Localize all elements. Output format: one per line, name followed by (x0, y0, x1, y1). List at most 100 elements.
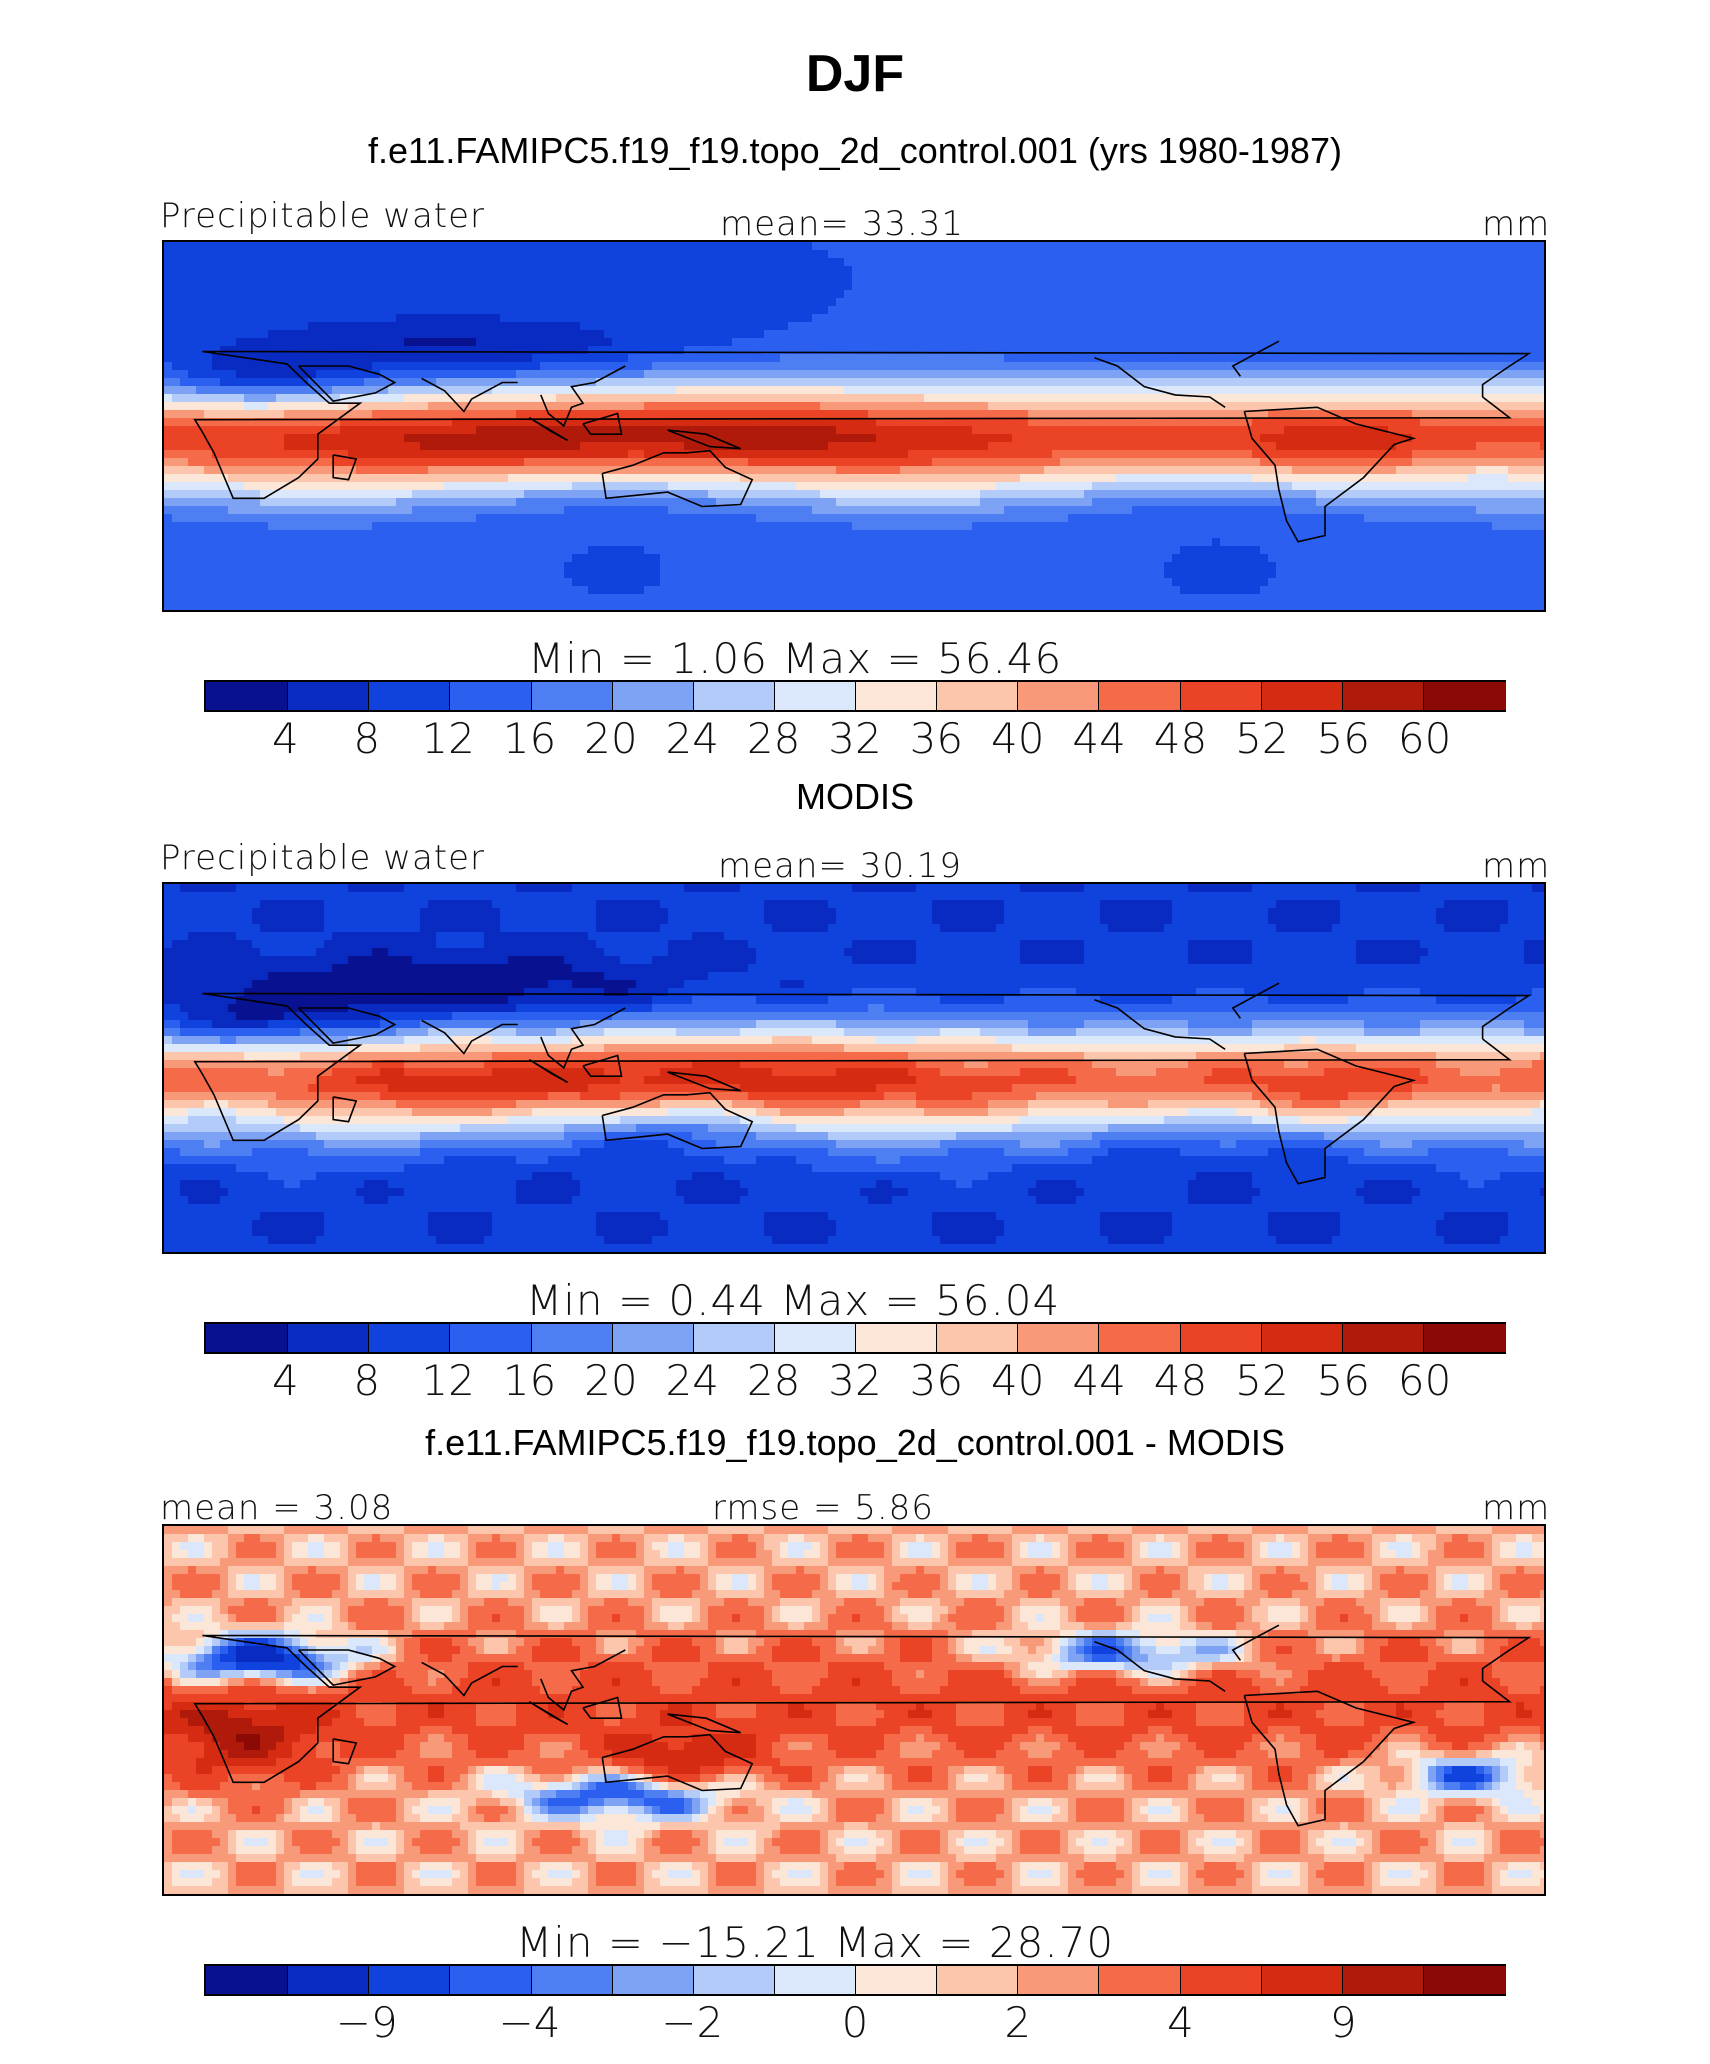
field-cell (1012, 386, 1021, 395)
field-cell (476, 410, 485, 419)
field-cell (252, 314, 261, 323)
field-cell (708, 394, 717, 403)
field-cell (460, 370, 469, 379)
field-cell (212, 330, 221, 339)
field-cell (604, 410, 613, 419)
field-cell (204, 306, 213, 315)
field-cell (708, 434, 717, 443)
field-cell (300, 410, 309, 419)
field-cell (380, 402, 389, 411)
field-cell (292, 266, 301, 275)
field-cell (900, 354, 909, 363)
field-cell (660, 290, 669, 299)
field-cell (772, 466, 781, 475)
field-cell (364, 450, 373, 459)
field-cell (892, 442, 901, 451)
field-cell (1052, 354, 1061, 363)
field-cell (1452, 434, 1461, 443)
field-cell (780, 386, 789, 395)
field-cell (1436, 394, 1445, 403)
field-cell (516, 322, 525, 331)
field-cell (740, 250, 749, 259)
field-cell (188, 314, 197, 323)
field-cell (820, 290, 829, 299)
field-cell (548, 410, 557, 419)
field-cell (764, 426, 773, 435)
field-cell (1540, 258, 1544, 267)
field-cell (548, 386, 557, 395)
field-cell (340, 426, 349, 435)
field-cell (396, 426, 405, 435)
field-cell (1484, 394, 1493, 403)
field-cell (612, 242, 621, 251)
field-cell (1132, 298, 1141, 307)
field-cell (1364, 402, 1373, 411)
field-cell (1012, 410, 1021, 419)
field-cell (1020, 450, 1029, 459)
field-cell (884, 426, 893, 435)
field-cell (404, 434, 413, 443)
field-cell (396, 370, 405, 379)
field-cell (1188, 274, 1197, 283)
field-cell (1204, 346, 1213, 355)
field-cell (1164, 250, 1173, 259)
field-cell (180, 450, 189, 459)
field-cell (1148, 370, 1157, 379)
field-cell (740, 426, 749, 435)
field-cell (1132, 354, 1141, 363)
field-cell (1180, 354, 1189, 363)
field-cell (468, 306, 477, 315)
field-cell (852, 242, 861, 251)
field-cell (420, 426, 429, 435)
field-cell (996, 282, 1005, 291)
field-cell (212, 410, 221, 419)
field-cell (1436, 458, 1445, 467)
field-cell (196, 450, 205, 459)
field-cell (172, 434, 181, 443)
field-cell (1108, 394, 1117, 403)
field-cell (412, 466, 421, 475)
field-cell (404, 466, 413, 475)
field-cell (812, 394, 821, 403)
field-cell (452, 450, 461, 459)
field-cell (1324, 282, 1333, 291)
field-cell (180, 402, 189, 411)
field-cell (324, 314, 333, 323)
field-cell (236, 354, 245, 363)
field-cell (932, 298, 941, 307)
field-cell (604, 322, 613, 331)
field-cell (180, 250, 189, 259)
field-cell (324, 282, 333, 291)
field-cell (1124, 434, 1133, 443)
field-cell (1244, 338, 1253, 347)
field-cell (1292, 402, 1301, 411)
field-cell (1204, 298, 1213, 307)
field-cell (212, 346, 221, 355)
field-cell (1116, 362, 1125, 371)
field-cell (852, 354, 861, 363)
field-cell (692, 266, 701, 275)
field-cell (612, 426, 621, 435)
field-cell (636, 314, 645, 323)
field-cell (1268, 426, 1277, 435)
field-cell (388, 274, 397, 283)
field-cell (652, 282, 661, 291)
field-cell (988, 378, 997, 387)
field-cell (1444, 378, 1453, 387)
field-cell (1076, 290, 1085, 299)
field-cell (860, 434, 869, 443)
field-cell (1268, 322, 1277, 331)
field-cell (860, 306, 869, 315)
field-cell (508, 370, 517, 379)
field-cell (700, 274, 709, 283)
field-cell (1148, 450, 1157, 459)
field-cell (1532, 458, 1541, 467)
field-cell (836, 450, 845, 459)
field-cell (772, 322, 781, 331)
field-cell (356, 306, 365, 315)
field-cell (868, 258, 877, 267)
field-cell (868, 362, 877, 371)
field-cell (188, 306, 197, 315)
field-cell (540, 330, 549, 339)
field-cell (1068, 354, 1077, 363)
